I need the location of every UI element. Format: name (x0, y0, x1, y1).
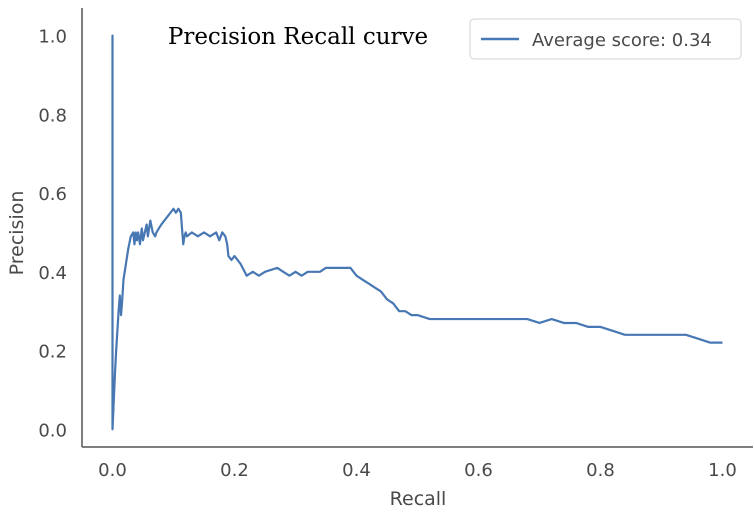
x-tick-label: 0.6 (464, 460, 493, 481)
chart-title: Precision Recall curve (168, 24, 428, 50)
y-axis-label: Precision (6, 191, 28, 276)
x-tick-label: 0.8 (586, 460, 615, 481)
y-tick-label: 0.4 (38, 263, 67, 284)
legend-label: Average score: 0.34 (532, 30, 712, 51)
y-tick-label: 1.0 (38, 27, 67, 48)
series-line-0 (111, 34, 723, 431)
legend-box (469, 18, 742, 60)
x-tick-label: 1.0 (708, 460, 737, 481)
y-tick-labels: 0.0 0.2 0.4 0.6 0.8 1.0 (38, 27, 67, 442)
x-tick-label: 0.0 (98, 460, 127, 481)
x-tick-label: 0.2 (220, 460, 249, 481)
axes (81, 8, 753, 448)
y-tick-label: 0.8 (38, 105, 67, 126)
y-tick-label: 0.6 (38, 184, 67, 205)
x-tick-labels: 0.0 0.2 0.4 0.6 0.8 1.0 (98, 460, 737, 481)
x-tick-label: 0.4 (342, 460, 371, 481)
series-layer (111, 34, 723, 431)
y-tick-label: 0.2 (38, 342, 67, 363)
legend: Average score: 0.34 (469, 18, 742, 60)
y-tick-label: 0.0 (38, 420, 67, 441)
x-axis-label: Recall (390, 488, 447, 510)
